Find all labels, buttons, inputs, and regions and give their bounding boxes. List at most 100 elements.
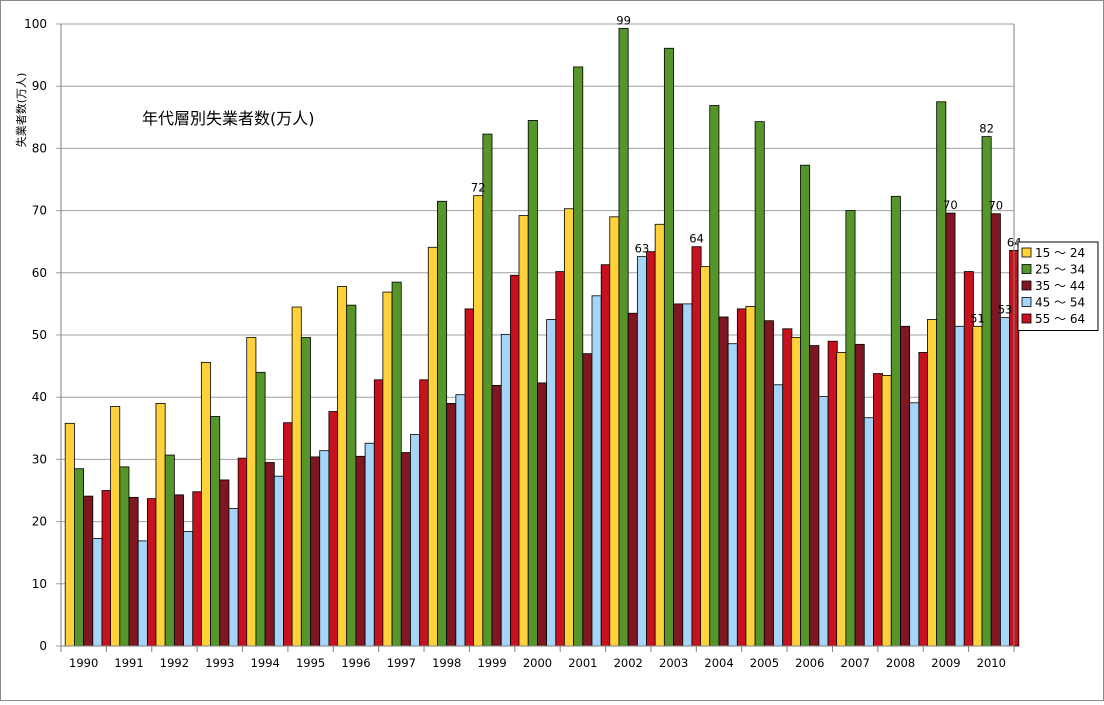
bar: [110, 406, 121, 647]
y-tick-label: 70: [32, 204, 47, 218]
data-label: 51: [970, 311, 985, 325]
bars: [64, 27, 1020, 647]
bar: [164, 454, 175, 647]
bar: [119, 466, 130, 647]
bar: [673, 303, 684, 647]
bar: [945, 212, 956, 647]
bar: [709, 105, 720, 647]
data-label: 53: [998, 303, 1013, 317]
x-tick-label: 2006: [795, 656, 824, 670]
x-tick-label: 1992: [160, 656, 189, 670]
bar: [936, 101, 947, 647]
bar: [328, 411, 339, 647]
bar: [482, 133, 493, 647]
bar: [337, 286, 348, 647]
legend: 15 ～ 24 25 ～ 34 35 ～ 44 45 ～ 54 55 ～ 64: [1017, 241, 1099, 331]
bar: [663, 47, 674, 647]
x-tick-label: 2001: [568, 656, 597, 670]
bar: [990, 213, 1001, 647]
x-axis-ticks: 1990 1991 1992 1993 1994 1995 1996 1997 1998 1999…: [60, 646, 1015, 670]
bar: [546, 319, 557, 647]
bar: [382, 291, 393, 647]
legend-entry-label: 55 ～ 64: [1035, 312, 1085, 326]
bar: [410, 434, 421, 647]
bar: [727, 343, 738, 647]
bar: [582, 353, 593, 647]
bar: [537, 382, 548, 647]
data-label: 64: [689, 232, 704, 246]
bar: [291, 306, 302, 647]
bar: [591, 295, 602, 647]
bar: [845, 210, 856, 647]
bar: [437, 200, 448, 647]
bar: [518, 215, 529, 647]
bar: [391, 281, 402, 647]
bar: [473, 195, 484, 647]
bar: [74, 468, 85, 647]
bar: [101, 490, 112, 647]
bar: [373, 379, 384, 647]
bar: [773, 384, 784, 647]
bar: [818, 396, 829, 647]
y-tick-label: 50: [32, 328, 47, 342]
bar: [210, 416, 221, 647]
bar: [464, 308, 475, 647]
bar: [636, 256, 647, 647]
bar: [863, 417, 874, 647]
legend-swatch: [1021, 280, 1032, 291]
y-tick-label: 20: [32, 515, 47, 529]
bar: [691, 246, 702, 647]
bar: [745, 305, 756, 647]
bar: [527, 120, 538, 647]
bar: [981, 136, 992, 647]
legend-entry-label: 15 ～ 24: [1035, 246, 1085, 260]
bar: [881, 375, 892, 647]
bar: [455, 394, 466, 647]
x-tick-label: 1997: [387, 656, 416, 670]
x-tick-label: 1996: [341, 656, 370, 670]
bar: [873, 373, 884, 647]
y-tick-label: 100: [24, 17, 47, 31]
y-tick-label: 0: [39, 639, 47, 653]
bar: [827, 340, 838, 647]
bar: [355, 455, 366, 647]
x-tick-label: 2009: [931, 656, 960, 670]
bar: [782, 328, 793, 647]
bar: [927, 319, 938, 647]
bar: [146, 498, 157, 647]
y-tick-label: 40: [32, 390, 47, 404]
legend-entry-label: 35 ～ 44: [1035, 279, 1085, 293]
legend-swatch: [1021, 297, 1032, 307]
bar: [192, 491, 203, 647]
bar: [627, 312, 638, 647]
x-tick-label: 1999: [477, 656, 506, 670]
bar: [346, 304, 357, 647]
bar: [954, 325, 965, 647]
bar: [219, 479, 230, 647]
bar: [419, 379, 430, 647]
data-label: 72: [471, 181, 486, 195]
bar: [900, 325, 911, 647]
y-tick-label: 10: [32, 577, 47, 591]
bar: [563, 208, 574, 647]
bar: [128, 496, 139, 647]
bar: [319, 450, 330, 647]
y-tick-label: 60: [32, 266, 47, 280]
bar: [283, 422, 294, 647]
bar: [646, 251, 657, 647]
x-tick-label: 2003: [659, 656, 688, 670]
data-label: 63: [635, 242, 650, 256]
bar: [92, 537, 103, 647]
bar: [273, 475, 284, 647]
bar: [754, 121, 765, 647]
bar: [836, 352, 847, 647]
bar: [246, 337, 257, 647]
x-tick-label: 2010: [977, 656, 1006, 670]
bar: [972, 325, 983, 647]
bar: [763, 320, 774, 647]
bar: [64, 422, 75, 647]
bar: [618, 27, 629, 647]
y-tick-label: 80: [32, 141, 47, 155]
bar: [682, 303, 693, 647]
